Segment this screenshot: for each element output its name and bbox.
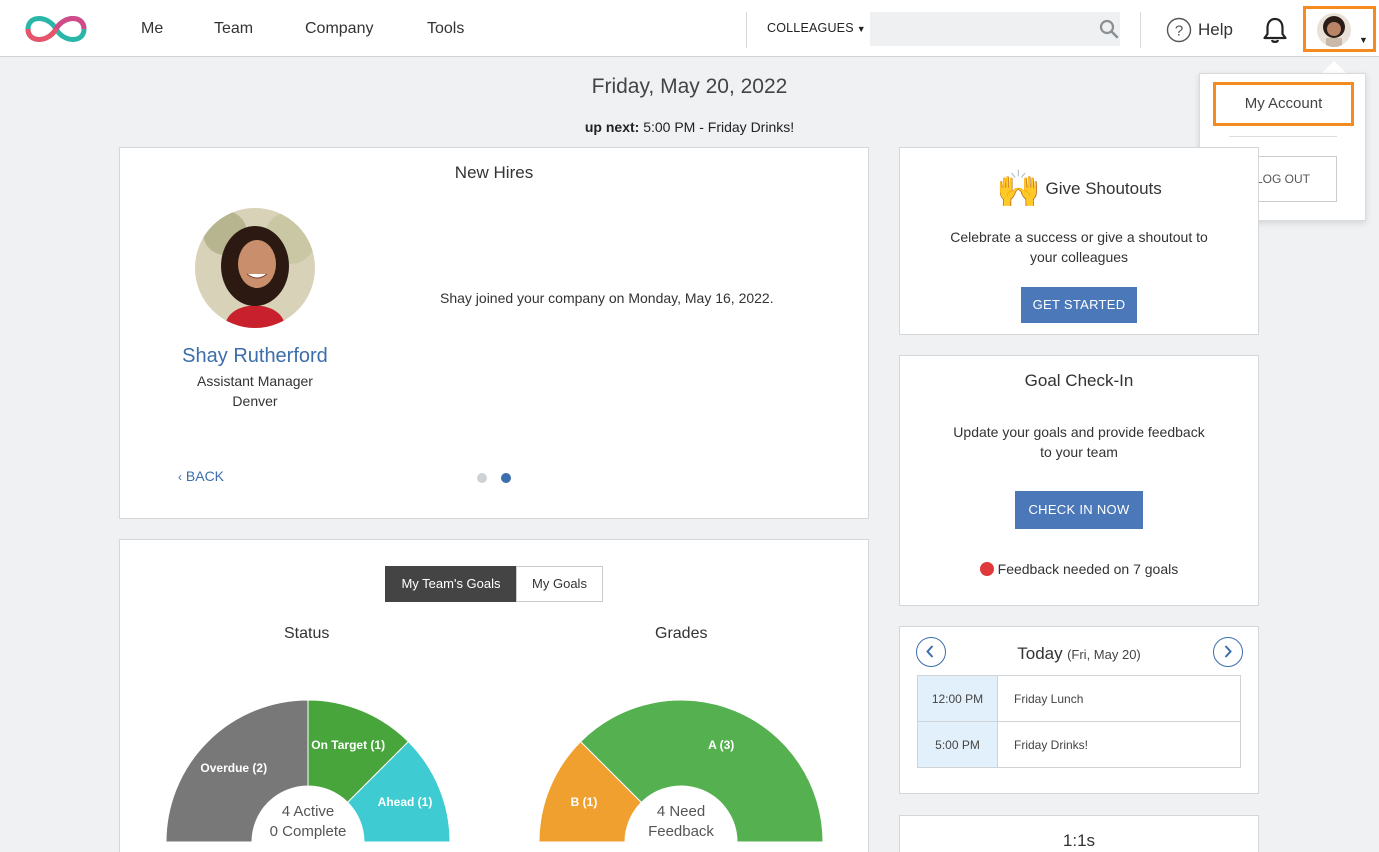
event-time: 5:00 PM (917, 721, 998, 768)
grades-donut-chart: B (1) A (3) 4 Need Feedback (538, 699, 824, 843)
one-on-ones-title: 1:1s (1062, 831, 1096, 850)
grades-chart-title: Grades (655, 625, 708, 642)
goal-checkin-title: Goal Check-In (1024, 371, 1134, 390)
status-center-label-1: 4 Active (282, 803, 335, 820)
carousel-dot-1[interactable] (477, 473, 487, 483)
goal-checkin-description-1: Update your goals and provide feedback (953, 424, 1205, 440)
check-in-now-button[interactable]: CHECK IN NOW (1015, 491, 1143, 529)
feedback-needed-note: Feedback needed on 7 goals (900, 561, 1258, 577)
new-hires-card: New Hires Shay Rutherford Assistant Mana… (119, 147, 869, 519)
help-link[interactable]: Help (1198, 20, 1233, 39)
help-icon[interactable]: ? (1166, 17, 1192, 43)
grades-segment-1[interactable] (579, 699, 824, 843)
grades-center-label-2: Feedback (648, 823, 714, 840)
nav-tools[interactable]: Tools (427, 20, 465, 37)
calendar-title: Today (1017, 644, 1063, 663)
calendar-subtitle: (Fri, May 20) (1067, 647, 1141, 662)
company-logo-icon[interactable] (22, 10, 90, 48)
search-icon[interactable] (1099, 19, 1119, 39)
my-account-menu-item[interactable]: My Account (1213, 82, 1354, 126)
nav-divider (1140, 12, 1141, 48)
one-on-ones-card: 1:1s (899, 815, 1259, 852)
calendar-events-table: 12:00 PM Friday Lunch 5:00 PM Friday Dri… (917, 675, 1241, 768)
chevron-right-icon (1224, 645, 1232, 658)
shoutouts-description-2: your colleagues (1029, 249, 1129, 265)
tab-my-goals[interactable]: My Goals (516, 566, 603, 602)
colleagues-dropdown[interactable]: COLLEAGUES ▼ (767, 21, 866, 35)
status-donut-chart: Overdue (2) On Target (1) Ahead (1) 4 Activ… (165, 699, 451, 843)
goal-checkin-card: Goal Check-In Update your goals and prov… (899, 355, 1259, 606)
new-hire-photo (195, 208, 315, 328)
goal-checkin-description-2: to your team (1040, 444, 1118, 460)
back-button[interactable]: ‹ BACK (178, 468, 224, 484)
calendar-event-row[interactable]: 5:00 PM Friday Drinks! (917, 721, 1241, 768)
calendar-event-row[interactable]: 12:00 PM Friday Lunch (917, 675, 1241, 722)
calendar-next-button[interactable] (1213, 637, 1243, 667)
caret-down-icon: ▼ (1359, 35, 1368, 45)
up-next-value: 5:00 PM - Friday Drinks! (639, 119, 795, 135)
caret-down-icon: ▼ (856, 24, 866, 34)
chevron-left-icon: ‹ (178, 470, 182, 484)
event-name: Friday Lunch (997, 675, 1241, 722)
chevron-left-icon (926, 645, 934, 658)
search-input[interactable] (870, 12, 1120, 46)
user-avatar (1317, 13, 1351, 47)
grades-center-label-1: 4 Need (657, 803, 705, 820)
get-started-button[interactable]: GET STARTED (1021, 287, 1137, 323)
dropdown-pointer (1322, 61, 1346, 73)
status-segment-label-2: Ahead (1) (378, 795, 433, 809)
status-segment-2[interactable] (346, 740, 451, 843)
colleagues-label: COLLEAGUES (767, 21, 854, 35)
tab-my-teams-goals[interactable]: My Team's Goals (385, 566, 517, 602)
calendar-header: Today (Fri, May 20) (900, 644, 1258, 664)
shoutouts-card: 🙌 Give Shoutouts Celebrate a success or … (899, 147, 1259, 335)
calendar-card: Today (Fri, May 20) 12:00 PM Friday Lunc… (899, 626, 1259, 794)
nav-me[interactable]: Me (141, 20, 164, 37)
alert-dot-icon (979, 562, 994, 576)
status-segment-0[interactable] (165, 699, 309, 843)
nav-team[interactable]: Team (214, 20, 254, 37)
shoutouts-description-1: Celebrate a success or give a shoutout t… (950, 229, 1208, 245)
top-nav: Me Team Company Tools COLLEAGUES ▼ ? Help… (0, 0, 1379, 57)
svg-text:?: ? (1175, 23, 1183, 40)
up-next-label: up next: (584, 119, 640, 135)
feedback-needed-text: Feedback needed on 7 goals (997, 561, 1179, 577)
menu-divider (1229, 136, 1337, 137)
account-menu-toggle[interactable]: ▼ (1303, 6, 1376, 52)
calendar-prev-button[interactable] (916, 637, 946, 667)
up-next: up next: 5:00 PM - Friday Drinks! (0, 119, 1379, 135)
new-hire-name[interactable]: Shay Rutherford (182, 345, 328, 367)
raised-hands-icon: 🙌 (996, 168, 1042, 209)
grades-segment-label-1: A (3) (708, 738, 734, 752)
event-name: Friday Drinks! (997, 721, 1241, 768)
goals-card: My Team's Goals My Goals Status Grades O… (119, 539, 869, 852)
back-label: BACK (185, 468, 225, 484)
carousel-dot-2[interactable] (501, 473, 511, 483)
nav-company[interactable]: Company (305, 20, 374, 37)
status-segment-label-1: On Target (1) (311, 738, 385, 752)
notifications-bell-icon[interactable] (1262, 16, 1288, 44)
status-center-label-2: 0 Complete (270, 823, 347, 840)
event-time: 12:00 PM (917, 675, 998, 722)
new-hires-title: New Hires (454, 163, 534, 182)
shoutouts-header: 🙌 Give Shoutouts (900, 168, 1258, 210)
shoutouts-title: Give Shoutouts (1045, 179, 1162, 198)
grades-segment-label-0: B (1) (571, 795, 598, 809)
new-hire-job-title: Assistant Manager (197, 373, 313, 389)
status-chart-title: Status (284, 625, 330, 642)
new-hire-message: Shay joined your company on Monday, May … (440, 290, 774, 306)
page-date: Friday, May 20, 2022 (591, 75, 788, 98)
status-segment-label-0: Overdue (2) (200, 761, 267, 775)
new-hire-location: Denver (232, 393, 278, 409)
nav-divider (746, 12, 747, 48)
account-dropdown-menu: My Account LOG OUT (1199, 73, 1366, 221)
